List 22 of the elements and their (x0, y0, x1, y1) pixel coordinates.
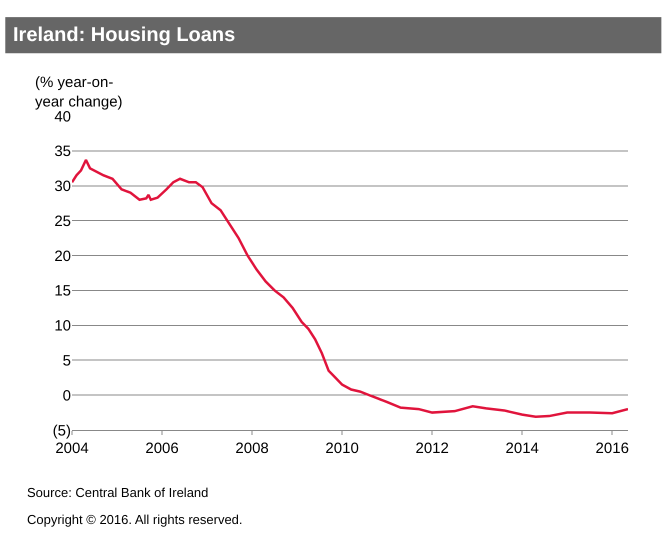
y-tick-label: 20 (54, 248, 71, 265)
chart-title: Ireland: Housing Loans (13, 24, 236, 46)
y-tick-label: 35 (54, 143, 71, 160)
y-tick-label: 0 (62, 387, 71, 404)
x-tick-label: 2010 (325, 440, 359, 457)
y-tick-label: 40 (54, 108, 71, 126)
x-tick-label: 2006 (145, 440, 179, 457)
source-note: Source: Central Bank of Ireland (27, 485, 208, 500)
x-tick-label: 2016 (596, 440, 629, 457)
y-tick-label: 5 (62, 352, 71, 370)
y-tick-label: 15 (54, 282, 71, 300)
y-tick-label: 25 (54, 212, 71, 230)
y-axis-title: (% year-on-year change) (35, 74, 123, 110)
y-tick-label: 10 (54, 318, 71, 335)
x-tick-label: 2014 (506, 440, 539, 457)
x-tick-label: 2008 (235, 440, 269, 457)
line-series (72, 158, 628, 418)
x-tick-label: 2012 (415, 440, 449, 457)
y-tick-label: (5) (52, 422, 71, 440)
x-tick-label: 2004 (55, 440, 89, 457)
text: Copyright © 2016. All rights reserved. (27, 512, 243, 527)
y-tick-label: 30 (54, 178, 71, 196)
